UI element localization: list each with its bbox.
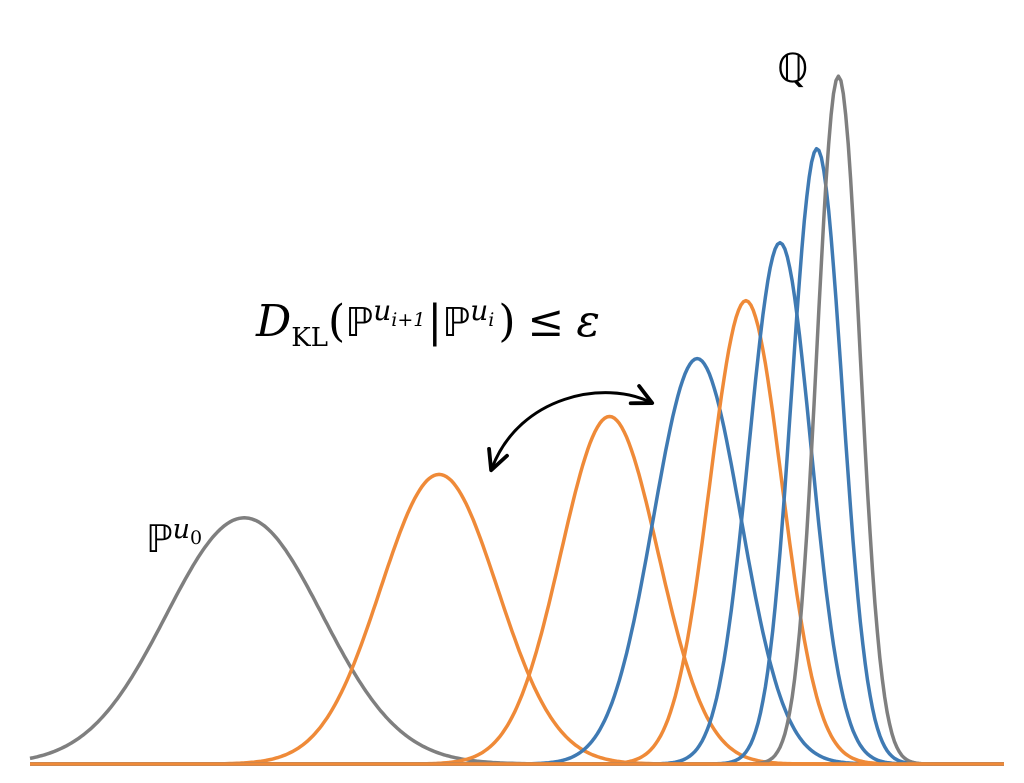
start-distribution-label: ℙu0 <box>146 514 202 561</box>
kl-arrow <box>487 384 655 473</box>
distribution-curves <box>29 74 1004 766</box>
kl-constraint-formula: DKL(ℙui+1|ℙui) ≤ ε <box>255 294 600 353</box>
target-distribution-label: ℚ <box>777 46 808 92</box>
intermediate-distribution-curve-6 <box>30 146 1004 766</box>
target-distribution-curve-7 <box>30 74 1004 766</box>
